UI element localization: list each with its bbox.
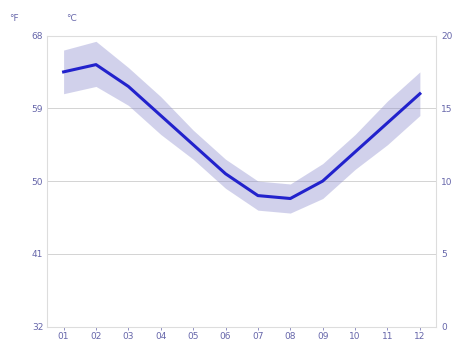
Text: °C: °C <box>66 14 77 23</box>
Text: °F: °F <box>9 14 19 23</box>
